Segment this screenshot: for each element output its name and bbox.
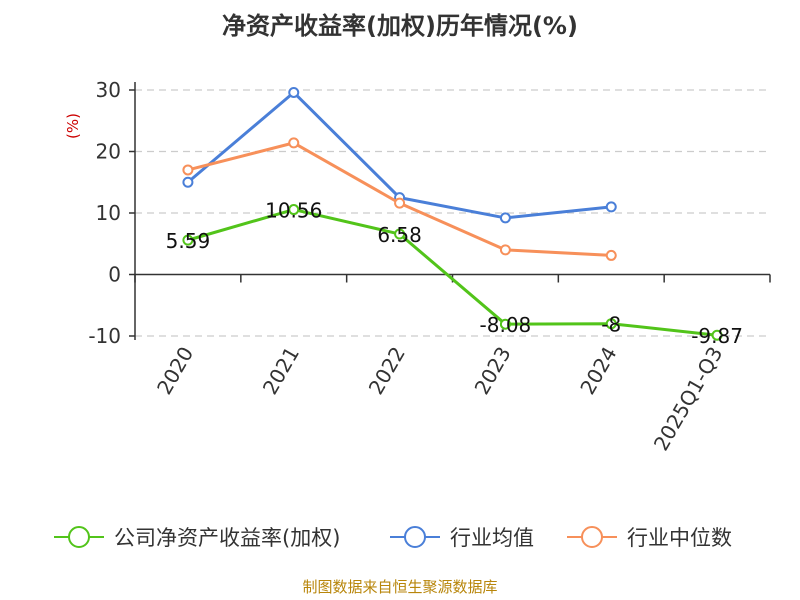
data-labels: 5.59 10.56 6.58 -8.08 -8 -9.87 — [166, 199, 743, 349]
x-tick-label: 2020 — [152, 343, 198, 399]
data-label: 5.59 — [166, 229, 211, 253]
series-point-2 — [605, 249, 617, 261]
series-point-0 — [394, 228, 406, 240]
series-point-0 — [182, 234, 194, 246]
series-point-1 — [499, 212, 511, 224]
chart-title: 净资产收益率(加权)历年情况(%) — [222, 12, 578, 40]
series-point-1 — [288, 86, 300, 98]
data-label: -8 — [601, 313, 621, 337]
x-tick-label: 2022 — [364, 343, 410, 399]
series-point-1 — [605, 201, 617, 213]
y-tick-label: -10 — [88, 324, 121, 348]
series-point-0 — [288, 204, 300, 216]
series-point-0 — [711, 329, 723, 341]
y-tick-label: 30 — [96, 78, 121, 102]
data-label: 6.58 — [377, 223, 422, 247]
series-group — [182, 86, 723, 341]
series-point-2 — [394, 197, 406, 209]
legend-swatch-marker — [68, 526, 90, 548]
gridlines — [135, 89, 770, 337]
series-line-0 — [187, 208, 718, 337]
legend-swatch-marker — [404, 526, 426, 548]
series-point-0 — [499, 318, 511, 330]
data-label: -9.87 — [691, 324, 743, 348]
legend-swatch-marker — [581, 526, 603, 548]
series-point-2 — [499, 244, 511, 256]
x-tick-label: 2023 — [470, 342, 516, 398]
y-tick-label: 20 — [96, 140, 121, 164]
legend-label: 行业中位数 — [627, 526, 732, 550]
series-point-2 — [288, 137, 300, 149]
series-point-1 — [182, 176, 194, 188]
x-tick-label: 2021 — [258, 343, 304, 399]
series-point-0 — [605, 318, 617, 330]
x-tick-label: 2024 — [575, 343, 621, 399]
y-tick-labels: 30 20 10 0 -10 — [88, 78, 121, 348]
y-axis-label: (%) — [64, 113, 82, 139]
legend-label: 行业均值 — [450, 526, 534, 550]
legend: 公司净资产收益率(加权) 行业均值 行业中位数 — [54, 526, 732, 550]
source-note: 制图数据来自恒生聚源数据库 — [302, 578, 497, 596]
x-tick-label: 2025Q1-Q3 — [649, 343, 728, 455]
data-label: -8.08 — [480, 313, 532, 337]
x-tick-labels: 2020 2021 2022 2023 2024 2025Q1-Q3 — [152, 342, 727, 454]
series-point-2 — [182, 164, 194, 176]
legend-label: 公司净资产收益率(加权) — [114, 526, 340, 550]
y-tick-label: 0 — [108, 263, 121, 287]
axes — [129, 82, 771, 340]
y-tick-label: 10 — [96, 201, 121, 225]
data-label: 10.56 — [265, 199, 322, 223]
